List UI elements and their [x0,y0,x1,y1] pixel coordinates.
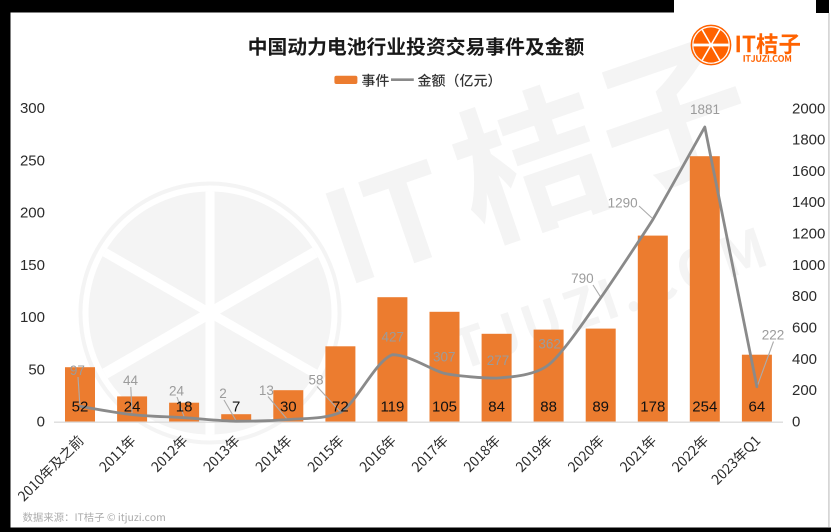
svg-text:50: 50 [28,361,45,378]
svg-text:2: 2 [219,386,227,401]
svg-text:7: 7 [232,399,240,416]
svg-text:200: 200 [20,205,45,222]
svg-text:97: 97 [70,363,85,378]
svg-text:427: 427 [382,329,405,344]
svg-text:119: 119 [380,399,404,416]
svg-text:800: 800 [792,288,817,305]
svg-text:72: 72 [332,399,349,416]
svg-text:1800: 1800 [792,132,825,149]
svg-text:88: 88 [540,399,557,416]
svg-text:2000: 2000 [792,100,825,117]
svg-text:254: 254 [692,399,717,416]
svg-text:24: 24 [169,383,185,398]
svg-text:13: 13 [259,383,274,398]
svg-text:44: 44 [123,373,139,388]
svg-text:790: 790 [571,271,594,286]
svg-text:200: 200 [792,382,817,399]
svg-text:1881: 1881 [690,102,720,117]
svg-text:89: 89 [592,399,609,416]
svg-text:1400: 1400 [792,194,825,211]
svg-text:277: 277 [487,353,510,368]
svg-text:52: 52 [72,399,89,416]
svg-text:64: 64 [749,399,766,416]
svg-text:30: 30 [280,399,297,416]
svg-text:1000: 1000 [792,257,825,274]
svg-text:178: 178 [640,399,665,416]
svg-text:1290: 1290 [608,196,638,211]
svg-text:400: 400 [792,351,817,368]
svg-text:24: 24 [124,399,141,416]
svg-text:0: 0 [37,414,45,431]
svg-text:222: 222 [762,328,785,343]
svg-text:105: 105 [432,399,457,416]
svg-text:250: 250 [20,152,45,169]
svg-text:1600: 1600 [792,163,825,180]
svg-text:300: 300 [20,100,45,117]
svg-text:58: 58 [308,372,323,387]
svg-text:100: 100 [20,309,45,326]
svg-text:0: 0 [792,413,800,430]
svg-text:150: 150 [20,257,45,274]
svg-text:84: 84 [488,399,505,416]
svg-text:362: 362 [538,337,561,352]
svg-text:307: 307 [433,349,456,364]
svg-text:18: 18 [176,399,193,416]
svg-text:600: 600 [792,320,817,337]
svg-text:1200: 1200 [792,226,825,243]
